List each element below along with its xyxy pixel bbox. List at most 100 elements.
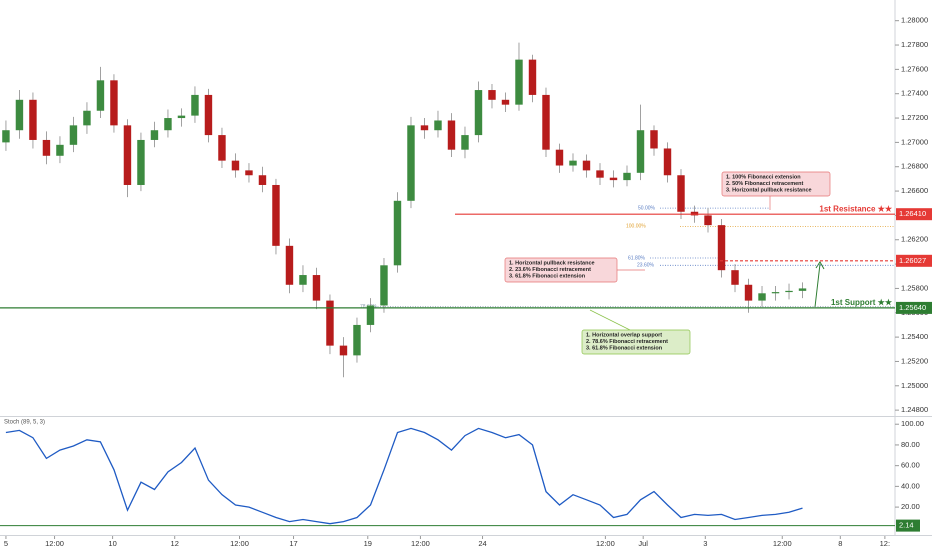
x-tick-label: 24 (478, 539, 486, 548)
candle-body (150, 130, 159, 140)
stoch-title: Stoch (89, 5, 3) (4, 420, 45, 426)
stoch-tick-label: 40.00 (901, 481, 920, 490)
x-tick-label: 12:00 (45, 539, 64, 548)
candle-body (501, 99, 510, 105)
stoch-tick-label: 20.00 (901, 502, 920, 511)
candle-body (420, 125, 429, 131)
x-tick-label: 12:00 (773, 539, 792, 548)
candle-body (285, 245, 294, 285)
price-tag-label: 1.25640 (899, 303, 926, 312)
candle-body (704, 215, 712, 226)
candle-body (339, 345, 348, 356)
candle-body (623, 172, 631, 181)
candle-body (798, 288, 807, 291)
candle-body (83, 110, 91, 126)
candle-body (636, 130, 645, 173)
candle-body (380, 265, 388, 306)
y-tick-label: 1.27400 (901, 89, 928, 98)
candle-body (461, 135, 469, 150)
candle-body (191, 94, 199, 116)
y-tick-label: 1.25200 (901, 356, 928, 365)
candle-body (717, 225, 726, 271)
fib-label: 50.00% (638, 205, 656, 211)
candle-body (731, 270, 739, 285)
candle-body (434, 120, 442, 131)
candle-body (690, 211, 699, 216)
candle-body (312, 275, 321, 301)
y-tick-label: 1.26600 (901, 186, 928, 195)
y-tick-label: 1.27000 (901, 137, 928, 146)
candle-body (177, 115, 186, 119)
candle-body (299, 275, 307, 285)
candle-body (42, 139, 51, 156)
annotation-text: 3. 61.8% Fibonacci extension (509, 273, 586, 279)
x-tick-label: 5 (4, 539, 8, 548)
candle-body (582, 160, 591, 171)
y-tick-label: 1.25000 (901, 381, 928, 390)
candle-body (366, 305, 375, 325)
level-name: 1st Support ★★ (831, 298, 893, 307)
candle-body (744, 284, 753, 301)
candle-body (164, 118, 172, 131)
candle-body (569, 160, 577, 166)
candle-body (407, 125, 415, 201)
candle-body (609, 177, 618, 181)
price-tag (896, 208, 932, 221)
candle-body (447, 120, 456, 150)
annotation-text: 1. Horizontal pullback resistance (509, 260, 595, 266)
candle-body (29, 99, 37, 140)
stoch-line (5, 427, 803, 525)
annotation-text: 2. 50% Fibonacci retracement (726, 181, 804, 187)
x-tick-label: 12: (880, 539, 890, 548)
candle-body (771, 292, 780, 294)
candle-body (2, 130, 10, 143)
price-tag (896, 254, 932, 267)
candle-body (69, 125, 78, 145)
annotation-text: 1. Horizontal overlap support (586, 332, 662, 338)
candle-body (110, 80, 118, 126)
stoch-tag-label: 2.14 (899, 521, 914, 530)
price-tag (896, 301, 932, 314)
candle-body (542, 94, 550, 150)
fib-label: 23.60% (637, 263, 655, 269)
annotation-box (504, 257, 618, 283)
candle-body (555, 149, 564, 166)
y-tick-label: 1.27800 (901, 40, 928, 49)
x-tick-label: 3 (703, 539, 707, 548)
candle-body (272, 184, 280, 246)
candle-body (488, 90, 496, 100)
fib-label: 61.80% (628, 255, 646, 261)
candle-body (650, 130, 658, 149)
price-tag-label: 1.26027 (899, 256, 926, 265)
stoch-tick-label: 80.00 (901, 440, 920, 449)
candle-body (474, 90, 483, 136)
candle-body (15, 99, 24, 131)
x-tick-label: 12:00 (230, 539, 249, 548)
x-tick-label: 12:00 (411, 539, 430, 548)
candle-body (515, 59, 523, 105)
y-tick-label: 1.27600 (901, 64, 928, 73)
candle-body (596, 170, 604, 178)
y-tick-label: 1.24800 (901, 405, 928, 414)
candle-body (258, 175, 267, 185)
candle-body (231, 160, 240, 171)
y-tick-label: 1.25400 (901, 332, 928, 341)
arrow (814, 261, 825, 308)
candle-body (96, 80, 105, 111)
stoch-tick-label: 100.00 (901, 419, 924, 428)
stoch-tick-label: 60.00 (901, 461, 920, 470)
annotation-box (721, 171, 831, 197)
candle-body (326, 300, 334, 346)
y-tick-label: 1.28000 (901, 16, 928, 25)
y-tick-label: 1.25800 (901, 283, 928, 292)
stoch-tag (896, 519, 920, 532)
level-name: 1st Resistance ★★ (819, 204, 892, 213)
candle-body (218, 135, 226, 161)
y-tick-label: 1.26800 (901, 162, 928, 171)
x-tick-label: Jul (638, 539, 648, 548)
x-tick-label: 10 (108, 539, 116, 548)
fib-label: 100.00% (626, 224, 646, 230)
annotation-text: 1. 100% Fibonacci extension (726, 174, 801, 180)
